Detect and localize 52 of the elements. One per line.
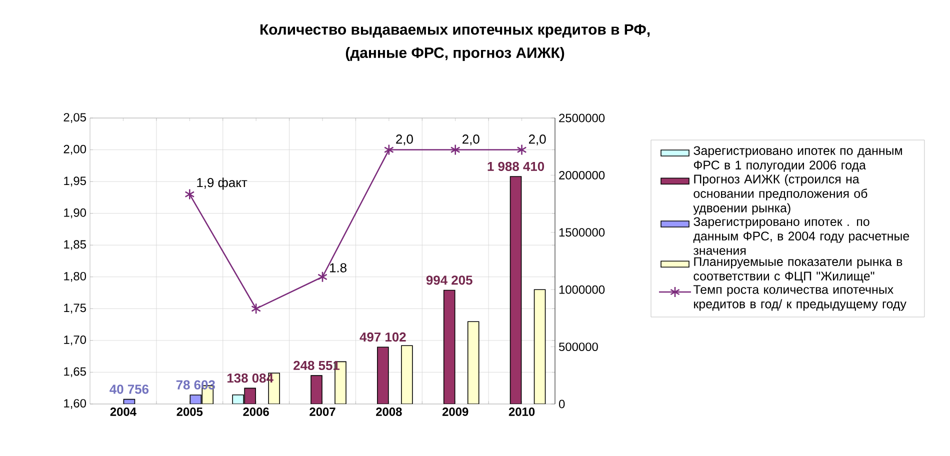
x-tick-label: 2004 [110,408,136,416]
y-tick-label: 1,75 [64,304,86,314]
x-tick-label: 2009 [442,408,468,416]
point [318,271,328,283]
data-label: 1,9 факт [197,178,248,190]
point [450,144,460,156]
x-tick-label: 2005 [176,408,203,416]
y2-tick-label: 0 [558,400,565,408]
legend-label: Зарегистриовано ипотек по данным ФРС в 1 полугодии 2006 года [694,146,902,172]
y2-tick-label: 1000000 [559,285,605,294]
bar [443,290,456,404]
point [516,144,527,156]
point [184,188,195,200]
bar [377,346,389,404]
x-tick-label: 2008 [376,408,402,416]
bar [401,345,413,404]
y2-tick-label: 2000000 [559,170,605,180]
legend-label: Зарегистрировано ипотек . по данным ФРС, в 2004 году расчетные значения [693,217,910,255]
y-tick-label: 1,85 [64,240,86,250]
data-label: 1 988 410 [488,162,544,171]
data-label: 2,0 [462,134,480,146]
y2-tick-label: 1500000 [559,228,605,237]
chart-subtitle: (данные ФРС, прогноз АИЖК) [346,47,564,61]
y2-tick-label: 500000 [559,342,598,352]
data-label: 40 756 [110,384,149,394]
data-label: 78 603 [176,380,215,390]
x-tick-label: 2007 [310,408,336,416]
bar [534,289,546,404]
point [384,144,394,156]
y-tick-label: 1,70 [64,336,86,346]
y2-tick-label: 2500000 [559,114,605,122]
x-tick-label: 2006 [243,408,269,416]
bar [467,321,480,404]
y-tick-label: 2,05 [64,113,86,123]
y-tick-label: 1,95 [64,176,86,186]
y-tick-label: 1,80 [64,272,86,282]
data-label: 1.8 [330,263,346,272]
point [251,303,262,314]
y-tick-label: 1,60 [64,399,86,409]
legend-label: Планируемыые показатели рынка в соответствии с ФЦП "Жилище" [694,257,902,283]
data-label: 2,0 [528,134,546,146]
data-label: 2,0 [396,134,413,146]
bar [510,176,522,404]
x-tick-label: 2010 [508,408,535,416]
y-tick-label: 2,00 [64,144,86,155]
legend-label: Темп роста количества ипотечных кредитов в год/ к предыдущему году [693,285,906,311]
y-tick-label: 1,90 [64,208,86,218]
legend-label: Прогноз АИЖК (строился на основании предположения об удвоении рынка) [693,174,868,215]
data-label: 497 102 [360,332,406,342]
chart-title: Количество выдаваемых ипотечных кредитов в РФ, [260,24,650,38]
y-tick-label: 1,65 [64,367,86,378]
data-label: 994 205 [426,276,472,285]
